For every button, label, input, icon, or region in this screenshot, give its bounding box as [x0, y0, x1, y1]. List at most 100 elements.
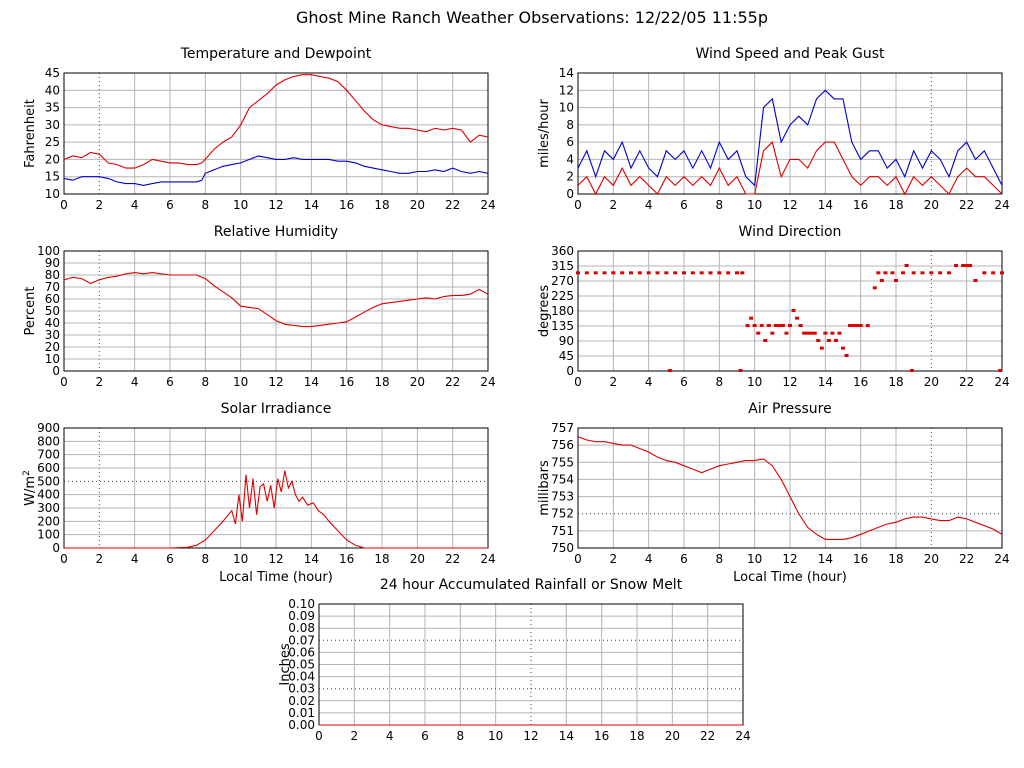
y-tick-label: 400 — [37, 488, 60, 502]
chart-title: Wind Direction — [739, 224, 842, 240]
x-tick-label: 6 — [166, 552, 174, 566]
chart-wind_direction: 0 2 4 6 8 10 12 14 16 18 20 22 240459013518022527031… — [537, 224, 1010, 389]
x-tick-label: 6 — [680, 375, 688, 389]
data-point — [844, 354, 849, 357]
y-tick-label: 20 — [45, 152, 60, 166]
chart-humidity: 0 2 4 6 8 10 12 14 16 18 20 22 240102030405060708090… — [23, 224, 496, 389]
y-tick-label: 90 — [45, 256, 60, 270]
data-point — [805, 331, 810, 335]
data-point — [745, 324, 750, 327]
y-tick-label: 600 — [37, 461, 60, 475]
x-tick-label: 8 — [716, 375, 724, 389]
y-tick-label: 0.06 — [288, 645, 315, 659]
data-point — [667, 369, 672, 372]
data-point — [759, 324, 764, 327]
x-tick-label: 22 — [445, 198, 460, 212]
chart-solar: 0 2 4 6 8 10 12 14 16 18 20 22 240100200300400500600… — [22, 401, 496, 585]
x-tick-label: 4 — [131, 375, 139, 389]
data-point — [752, 324, 757, 327]
chart-title: Air Pressure — [748, 401, 831, 417]
plot-frame — [63, 427, 489, 549]
y-tick-label: 90 — [559, 334, 574, 348]
series-line — [577, 141, 1003, 196]
x-tick-label: 2 — [610, 198, 618, 212]
page-title: Ghost Mine Ranch Weather Observations: 1… — [296, 8, 768, 27]
y-tick-label: 45 — [559, 349, 574, 363]
x-tick-label: 6 — [680, 198, 688, 212]
series-line — [577, 89, 1003, 187]
x-tick-label: 14 — [304, 198, 319, 212]
data-point — [894, 279, 898, 282]
data-point — [664, 271, 669, 275]
x-tick-label: 24 — [994, 198, 1009, 212]
chart-title: Temperature and Dewpoint — [180, 46, 372, 62]
x-tick-label: 20 — [924, 198, 939, 212]
y-tick-label: 40 — [45, 83, 60, 97]
data-point — [973, 279, 978, 282]
y-tick-label: 30 — [45, 328, 60, 342]
x-tick-label: 16 — [853, 198, 868, 212]
data-point — [830, 331, 835, 335]
data-point — [947, 271, 951, 275]
y-tick-label: 900 — [37, 421, 60, 435]
y-tick-label: 25 — [45, 135, 60, 149]
data-point — [816, 339, 821, 342]
x-tick-label: 10 — [488, 729, 503, 743]
data-point — [819, 346, 824, 350]
data-point — [855, 324, 860, 327]
x-tick-label: 24 — [994, 552, 1009, 566]
y-tick-label: 60 — [45, 292, 60, 306]
x-tick-label: 14 — [304, 552, 319, 566]
data-point — [968, 264, 973, 267]
x-axis-label: Local Time (hour) — [733, 570, 847, 585]
y-tick-label: 14 — [559, 66, 574, 80]
data-point — [602, 271, 607, 275]
y-tick-label: 0.10 — [288, 597, 315, 611]
data-point — [773, 324, 778, 327]
y-tick-label: 800 — [37, 434, 60, 448]
data-point — [708, 271, 713, 275]
x-tick-label: 0 — [574, 198, 582, 212]
x-tick-label: 12 — [268, 198, 283, 212]
data-point — [756, 331, 761, 335]
plot-frame — [577, 72, 1003, 195]
y-axis-label: miles/hour — [537, 98, 552, 167]
chart-temperature: 0 2 4 6 8 10 12 14 16 18 20 22 241015202530354045Tem… — [23, 46, 496, 212]
y-tick-label: 6 — [566, 135, 574, 149]
x-tick-label: 12 — [782, 375, 797, 389]
data-point — [991, 271, 996, 275]
y-tick-label: 755 — [551, 455, 574, 469]
y-axis-label: Inches — [278, 643, 293, 685]
y-tick-label: 35 — [45, 101, 60, 115]
y-tick-label: 0.07 — [288, 633, 315, 647]
data-point — [982, 271, 987, 275]
data-point — [837, 331, 842, 335]
plot-frame — [63, 72, 489, 195]
series-points — [576, 264, 1004, 372]
data-point — [682, 271, 686, 275]
data-point — [964, 264, 969, 267]
x-tick-label: 12 — [782, 198, 797, 212]
y-tick-label: 752 — [551, 507, 574, 521]
series-line — [63, 272, 489, 328]
data-point — [780, 324, 785, 327]
data-point — [848, 324, 853, 327]
chart-title: Wind Speed and Peak Gust — [696, 46, 885, 62]
x-tick-label: 14 — [304, 375, 319, 389]
x-tick-label: 14 — [559, 729, 574, 743]
data-point — [961, 264, 966, 267]
data-point — [833, 339, 838, 342]
y-tick-label: 12 — [559, 83, 574, 97]
series-line — [64, 470, 488, 549]
x-tick-label: 4 — [131, 552, 139, 566]
data-point — [809, 331, 814, 335]
x-tick-label: 24 — [994, 375, 1009, 389]
x-tick-label: 0 — [60, 198, 68, 212]
y-axis-label: W/m2 — [22, 470, 38, 506]
x-tick-label: 10 — [233, 552, 248, 566]
data-point — [673, 271, 678, 275]
x-tick-label: 6 — [166, 198, 174, 212]
x-tick-label: 8 — [202, 198, 210, 212]
data-point — [823, 331, 828, 335]
x-tick-label: 10 — [747, 198, 762, 212]
